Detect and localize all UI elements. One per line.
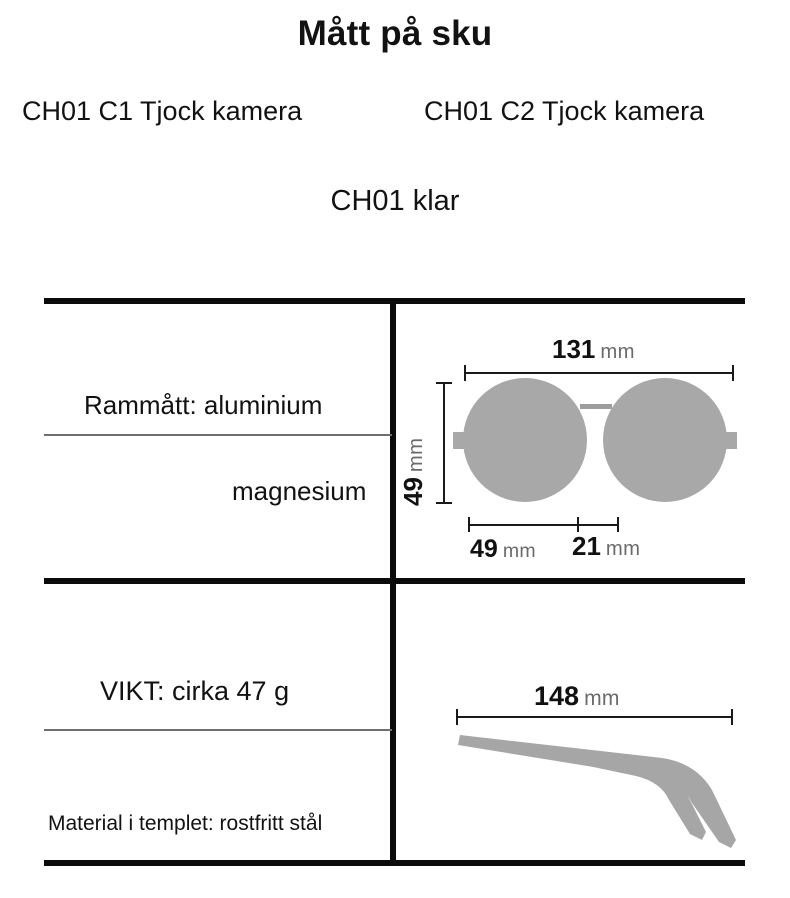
dimension-line-lens-height bbox=[443, 382, 445, 504]
dimension-label-lens-width: 49 mm bbox=[470, 535, 536, 564]
dimension-tick-left bbox=[464, 365, 466, 381]
frame-material-line-1: Rammått: aluminium bbox=[84, 390, 323, 420]
dimension-tick-bottom bbox=[436, 502, 452, 504]
sunglasses-front-icon bbox=[453, 378, 737, 502]
dimension-value-lens-height: 49 bbox=[398, 477, 428, 506]
frame-material-line-2: magnesium bbox=[232, 476, 367, 506]
weight-label: VIKT: cirka 47 g bbox=[100, 676, 290, 706]
dimension-label-temple-length: 148 mm bbox=[534, 681, 620, 712]
dimension-tick-lens-left bbox=[468, 517, 470, 532]
dimension-tick-temple-right bbox=[731, 709, 733, 725]
variant-row: CH01 C1 Tjock kamera CH01 C2 Tjock kamer… bbox=[0, 96, 790, 136]
dimension-unit-lens-height: mm bbox=[405, 437, 427, 473]
dimension-unit-lens-width: mm bbox=[502, 540, 536, 562]
temple-arms-icon bbox=[458, 735, 736, 848]
page-title: Mått på sku bbox=[297, 14, 493, 53]
dimension-tick-temple-left bbox=[456, 709, 458, 725]
dimension-tick-lens-right bbox=[577, 517, 579, 532]
dimension-unit-total-width: mm bbox=[600, 341, 635, 363]
dimension-tick-bridge-right bbox=[617, 517, 619, 532]
dimension-unit-temple-length: mm bbox=[584, 687, 620, 710]
dimension-unit-bridge-width: mm bbox=[605, 538, 641, 560]
dimension-value-lens-width: 49 bbox=[470, 535, 498, 563]
table-column-divider bbox=[390, 298, 396, 866]
dimension-line-lens-bridge bbox=[468, 524, 618, 526]
temple-material-label: Material i templet: rostfritt stål bbox=[48, 812, 323, 835]
dimension-tick-right bbox=[732, 365, 734, 381]
dimension-line-temple-length bbox=[456, 716, 733, 718]
dimension-line-total-width bbox=[464, 372, 734, 374]
dimension-value-temple-length: 148 bbox=[534, 681, 580, 711]
frame-cell-divider bbox=[44, 434, 392, 436]
dimension-label-bridge-width: 21 mm bbox=[572, 531, 640, 562]
dimension-tick-top bbox=[436, 382, 452, 384]
page-subtitle: CH01 klar bbox=[330, 185, 460, 217]
dimension-label-lens-height: 49 mm bbox=[398, 438, 429, 506]
dimension-value-total-width: 131 bbox=[552, 334, 596, 364]
weight-cell-divider bbox=[44, 729, 392, 731]
variant-label-c2: CH01 C2 Tjock kamera bbox=[424, 96, 705, 126]
dimension-label-total-width: 131 mm bbox=[552, 334, 635, 365]
dimension-value-bridge-width: 21 bbox=[572, 531, 601, 561]
variant-label-c1: CH01 C1 Tjock kamera bbox=[22, 96, 303, 126]
